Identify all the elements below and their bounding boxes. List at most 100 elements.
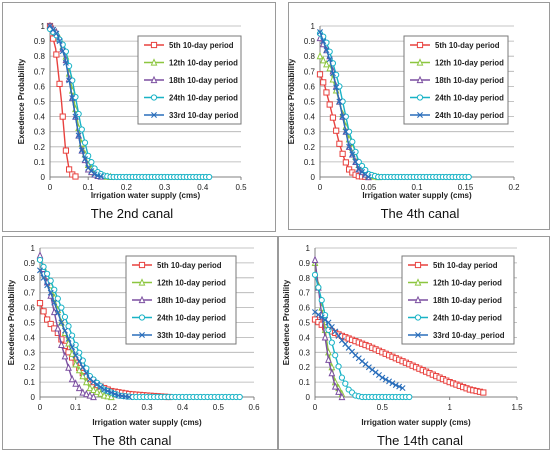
y-tick-label: 0.1 [304,158,316,167]
data-point [352,158,359,165]
y-tick-label: 0.7 [24,289,36,298]
y-tick-label: 1 [306,244,311,253]
data-point [338,374,346,381]
data-point [362,166,369,174]
y-tick-label: 0.2 [24,363,36,372]
data-point [349,138,356,145]
data-point [111,391,118,398]
panel-caption: The 14th canal [377,433,463,448]
data-point [104,391,112,400]
data-point [61,327,68,334]
data-point [150,75,158,84]
data-point [72,173,79,180]
y-tick-label: 0.8 [34,52,46,61]
y-tick-label: 0.1 [34,158,46,167]
data-point [66,166,73,173]
data-point [336,98,343,105]
data-point [328,339,335,346]
data-point [414,295,422,304]
y-tick-label: 0.8 [304,52,316,61]
x-axis-label: Irrigation water supply (cms) [362,191,472,200]
legend-label: 24th 10-day period [435,94,504,103]
data-point [399,385,406,392]
y-tick-label: 0.3 [24,348,36,357]
data-point [68,374,76,383]
data-point [382,376,389,383]
y-tick-label: 0.4 [304,113,316,122]
panel-caption: The 8th canal [93,433,172,448]
data-point [65,335,72,342]
data-point [332,352,339,359]
data-point [138,314,146,321]
data-point [72,341,79,348]
y-tick-label: 0.1 [299,378,311,387]
series [317,29,372,180]
data-point [82,389,90,398]
data-point [88,159,95,166]
data-point [44,316,51,323]
data-point [396,383,403,390]
legend-label: 18th 10-day period [157,296,226,305]
data-point [386,378,393,385]
x-axis-label: Irrigation water supply (cms) [361,418,471,427]
data-point [323,89,330,96]
y-tick-label: 0.3 [34,128,46,137]
data-point [65,323,72,330]
data-point [150,41,158,49]
legend: 5th 10-day period 12th 10-day period 18th … [125,255,237,345]
x-tick-label: 0.1 [411,183,423,192]
data-point [138,278,146,286]
data-point [82,156,89,163]
data-point [61,351,69,360]
legend-label: 12th 10-day period [169,59,238,68]
data-point [69,94,76,101]
data-point [54,324,62,332]
chart-panel: 0 0.1 0.2 0.3 0.4 0.5 0.6 0.7 0.8 0.9 1 0 0.1 0.2 0.3 0… [2,236,278,450]
y-tick-label: 0.8 [24,274,36,283]
data-point [335,387,342,395]
data-point [465,173,472,181]
chart-panel: 0 0.1 0.2 0.3 0.4 0.5 0.6 0.7 0.8 0.9 1 0 0.5 1 1.5 Irr… [278,236,550,450]
legend-label: 12th 10-day period [433,279,502,288]
data-point [138,261,146,269]
chart-panel: 0 0.1 0.2 0.3 0.4 0.5 0.6 0.7 0.8 0.9 1 0 0.05 0.1 0.1… [287,2,550,230]
data-point [315,284,322,291]
data-point [206,173,213,181]
data-point [379,374,386,381]
data-point [36,300,44,307]
data-point [329,114,337,121]
data-point [47,289,54,296]
y-tick-label: 0.6 [299,304,311,313]
y-tick-label: 0 [311,173,316,182]
x-tick-label: 0.4 [177,403,189,412]
data-point [349,151,356,158]
data-point [76,349,83,356]
data-point [346,143,353,150]
data-point [320,79,327,86]
data-point [342,380,349,387]
y-tick-label: 0.6 [34,82,46,91]
y-tick-label: 0.7 [34,67,46,76]
legend-label: 24th 10-day period [435,111,504,120]
data-point [75,383,83,392]
panel-caption: The 4th canal [381,206,460,221]
x-tick-label: 0 [318,183,323,192]
data-point [342,128,349,135]
x-tick-label: 0.5 [235,183,247,192]
data-point [480,389,487,396]
x-tick-label: 0.05 [361,183,377,192]
series [311,271,413,401]
legend-label: 24th 10-day period [157,314,226,323]
series [316,30,472,181]
data-point [139,332,145,338]
y-tick-label: 0.6 [304,82,316,91]
legend-label: 33rd 10-day period [169,111,239,120]
data-point [69,344,76,351]
y-tick-label: 0.4 [34,113,46,122]
data-point [56,80,63,87]
y-tick-label: 0.9 [24,259,36,268]
data-point [86,383,94,392]
data-point [108,389,115,396]
data-point [317,29,323,36]
